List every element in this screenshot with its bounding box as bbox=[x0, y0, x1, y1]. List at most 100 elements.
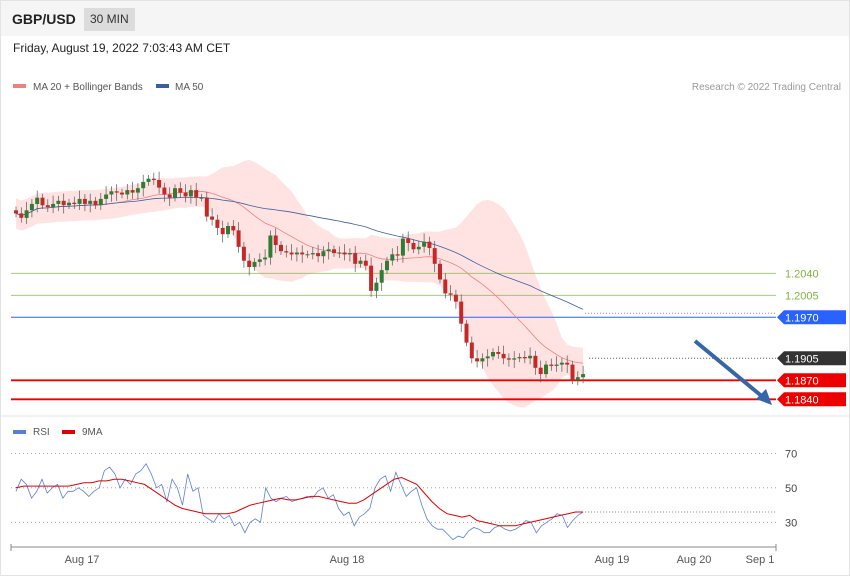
candle-body bbox=[395, 254, 400, 256]
candle-body bbox=[475, 358, 480, 362]
price-tag-label: 1.1840 bbox=[785, 394, 819, 406]
candle-body bbox=[570, 364, 575, 381]
candle-body bbox=[464, 323, 469, 343]
candle-body bbox=[353, 253, 358, 264]
symbol-title: GBP/USD bbox=[12, 11, 76, 27]
candle-body bbox=[29, 203, 34, 211]
candle-body bbox=[305, 254, 310, 256]
candle-body bbox=[146, 178, 151, 182]
candle-body bbox=[279, 244, 283, 252]
bollinger-band bbox=[16, 160, 584, 408]
candle-body bbox=[257, 259, 262, 262]
forecast-arrow-head bbox=[756, 389, 772, 405]
x-tick-label: Aug 18 bbox=[330, 554, 365, 566]
candle-body bbox=[114, 191, 119, 193]
resistance-label: 1.2005 bbox=[785, 290, 819, 302]
rsi-line bbox=[15, 462, 584, 541]
rsi-tick-label: 50 bbox=[785, 483, 797, 495]
candle-body bbox=[522, 357, 527, 359]
price-tag-label: 1.1905 bbox=[785, 353, 819, 365]
candle-body bbox=[506, 358, 511, 360]
candle-body bbox=[544, 364, 548, 375]
candle-body bbox=[35, 197, 40, 204]
candle-body bbox=[448, 293, 453, 295]
candle-body bbox=[130, 190, 135, 193]
candle-body bbox=[528, 355, 533, 359]
candle-body bbox=[162, 187, 167, 195]
candle-body bbox=[268, 235, 273, 258]
candle-body bbox=[347, 253, 352, 255]
rsi-ma-line bbox=[15, 476, 584, 527]
candle-body bbox=[77, 198, 82, 204]
rsi-tick-label: 30 bbox=[785, 517, 797, 529]
candle-body bbox=[173, 188, 177, 198]
price-tag bbox=[777, 310, 846, 325]
candle-body bbox=[416, 246, 421, 250]
candle-body bbox=[247, 260, 252, 267]
x-axis: Aug 17 Aug 18 Aug 19 Aug 20 Sep 1 bbox=[10, 544, 777, 566]
rsi-legend-label: RSI bbox=[33, 427, 50, 438]
ma50-legend-label: MA 50 bbox=[175, 82, 204, 93]
candle-body bbox=[321, 251, 326, 257]
candle-body bbox=[226, 226, 230, 235]
rsi-legend-swatch bbox=[13, 430, 26, 434]
price-tag bbox=[777, 351, 846, 366]
candle-body bbox=[422, 241, 427, 247]
timeframe-badge[interactable]: 30 MIN bbox=[84, 8, 135, 31]
candle-body bbox=[480, 358, 485, 362]
level-lines bbox=[11, 272, 776, 401]
candle-body bbox=[496, 352, 501, 354]
candle-body bbox=[82, 198, 87, 204]
candle-body bbox=[204, 197, 209, 217]
candle-body bbox=[379, 270, 384, 283]
forecast-arrow-shaft bbox=[693, 339, 766, 400]
timestamp: Friday, August 19, 2022 7:03:43 AM CET bbox=[13, 41, 231, 55]
candle-body bbox=[273, 235, 278, 245]
candle-body bbox=[453, 294, 458, 302]
candle-body bbox=[72, 202, 77, 204]
candle-body bbox=[538, 367, 543, 374]
candle-body bbox=[45, 205, 50, 208]
header-bar: GBP/USD 30 MIN bbox=[1, 1, 849, 36]
ma20-legend-swatch bbox=[13, 84, 26, 88]
x-tick-label: Aug 19 bbox=[595, 554, 630, 566]
candle-body bbox=[300, 252, 305, 255]
candle-body bbox=[443, 279, 448, 294]
candle-body bbox=[215, 219, 220, 228]
candle-body bbox=[369, 265, 374, 291]
candle-body bbox=[581, 374, 586, 378]
candle-body bbox=[326, 249, 331, 252]
candle-body bbox=[575, 377, 580, 381]
candle-body bbox=[469, 342, 474, 359]
candle-body bbox=[199, 197, 204, 199]
candle-body bbox=[125, 190, 130, 195]
candle-body bbox=[241, 246, 246, 261]
candle-body bbox=[390, 254, 395, 261]
ma50-line bbox=[15, 197, 584, 310]
candle-body bbox=[51, 203, 56, 208]
candle-body bbox=[385, 260, 389, 271]
candle-body bbox=[252, 261, 257, 267]
level-tags: 1.2040 1.2005 1.1970 1.1905 1.1870 1.1840 bbox=[777, 268, 846, 407]
candle-body bbox=[151, 178, 156, 180]
ma20-legend-label: MA 20 + Bollinger Bands bbox=[33, 82, 143, 93]
candle-body bbox=[358, 260, 363, 264]
candle-body bbox=[135, 188, 140, 193]
candle-body bbox=[517, 357, 522, 359]
resistance-label: 1.2040 bbox=[785, 268, 819, 280]
candle-body bbox=[88, 200, 93, 204]
candle-body bbox=[400, 238, 405, 256]
candle-body bbox=[284, 251, 289, 253]
candle-body bbox=[363, 260, 368, 266]
x-tick-label: Sep 1 bbox=[746, 554, 775, 566]
candle-body bbox=[210, 216, 215, 220]
candle-body bbox=[512, 358, 517, 360]
candle-body bbox=[104, 194, 109, 199]
candle-body bbox=[93, 200, 98, 206]
candle-body bbox=[374, 282, 379, 291]
candle-body bbox=[194, 190, 199, 198]
candle-body bbox=[289, 252, 294, 255]
candle-body bbox=[61, 200, 66, 206]
candle-body bbox=[236, 230, 241, 247]
